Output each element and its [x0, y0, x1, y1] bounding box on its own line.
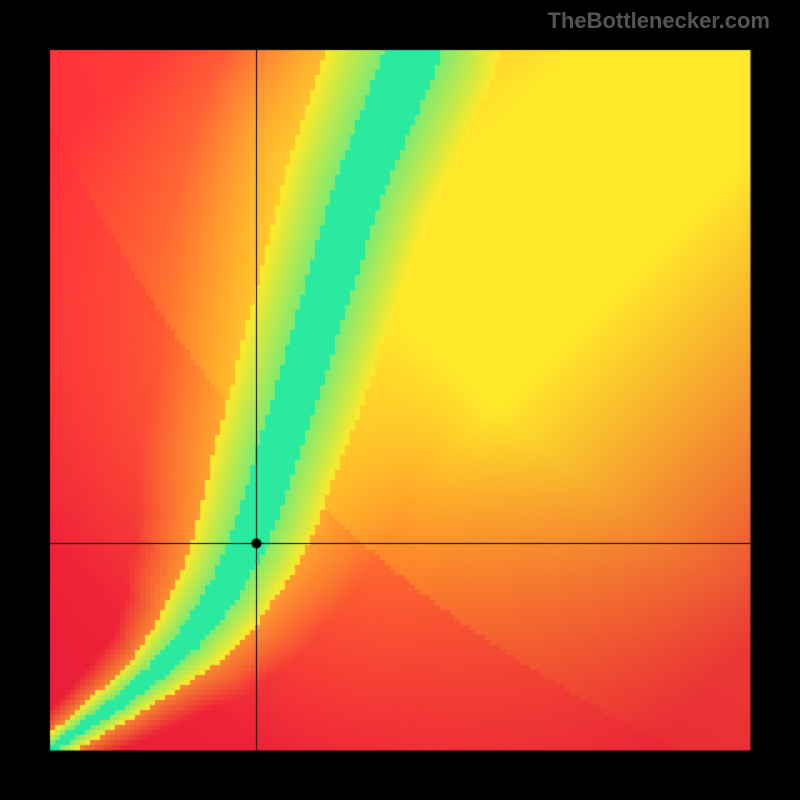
heatmap-canvas: [0, 0, 800, 800]
watermark-text: TheBottlenecker.com: [547, 8, 770, 34]
